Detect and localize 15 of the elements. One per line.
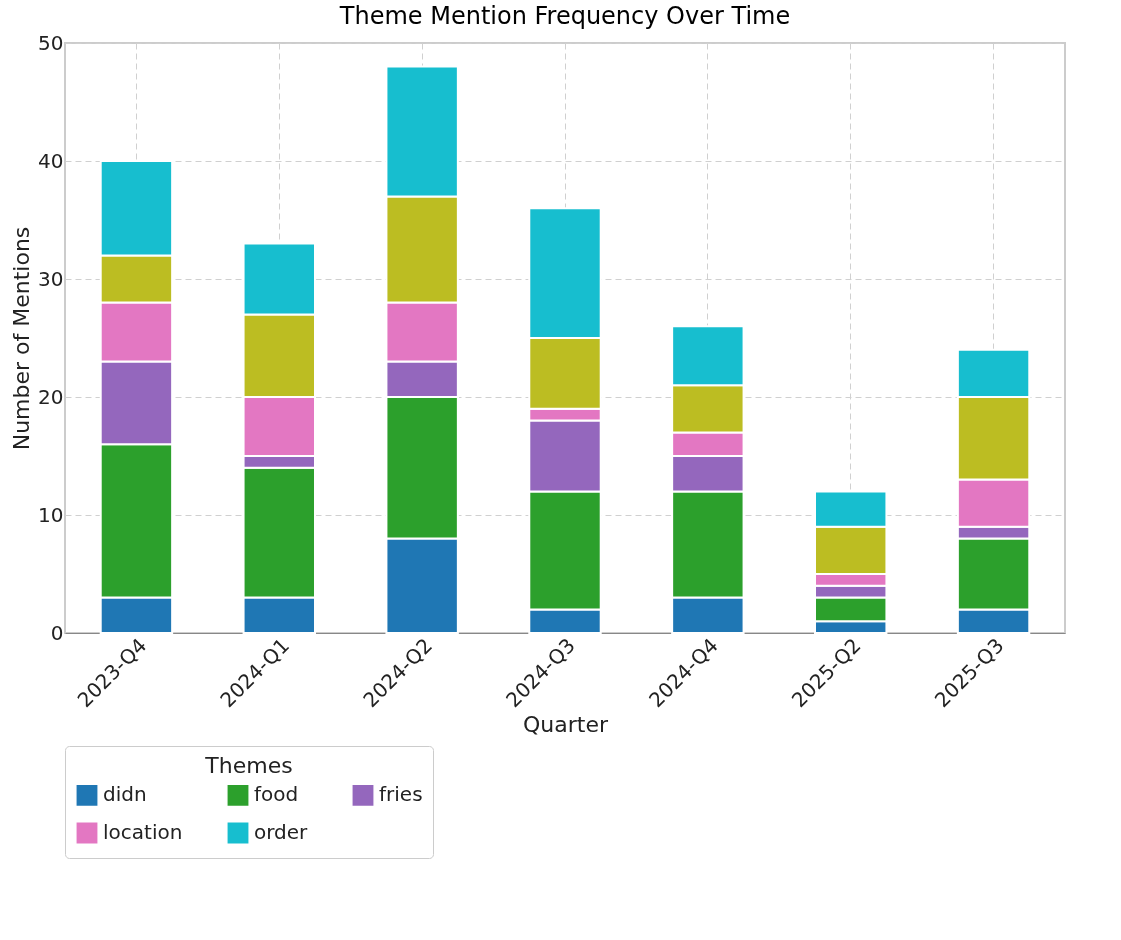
legend-label: didn bbox=[103, 782, 147, 807]
y-tick-label: 10 bbox=[38, 502, 64, 527]
y-tick-label: 0 bbox=[50, 620, 64, 645]
y-tick-label: 50 bbox=[38, 30, 64, 55]
legend-label: food bbox=[254, 782, 299, 807]
chart-title: Theme Mention Frequency Over Time bbox=[338, 2, 791, 30]
x-axis-title: Quarter bbox=[523, 712, 609, 738]
y-tick-label: 40 bbox=[38, 148, 64, 173]
y-tick-label: 30 bbox=[38, 266, 64, 291]
y-tick-label: 20 bbox=[38, 384, 64, 409]
y-axis-title: Number of Mentions bbox=[9, 226, 35, 451]
legend-label: location bbox=[103, 820, 183, 844]
legend-label: order bbox=[254, 820, 309, 844]
legend-title: Themes bbox=[204, 753, 293, 778]
legend-label: fries bbox=[379, 782, 423, 807]
